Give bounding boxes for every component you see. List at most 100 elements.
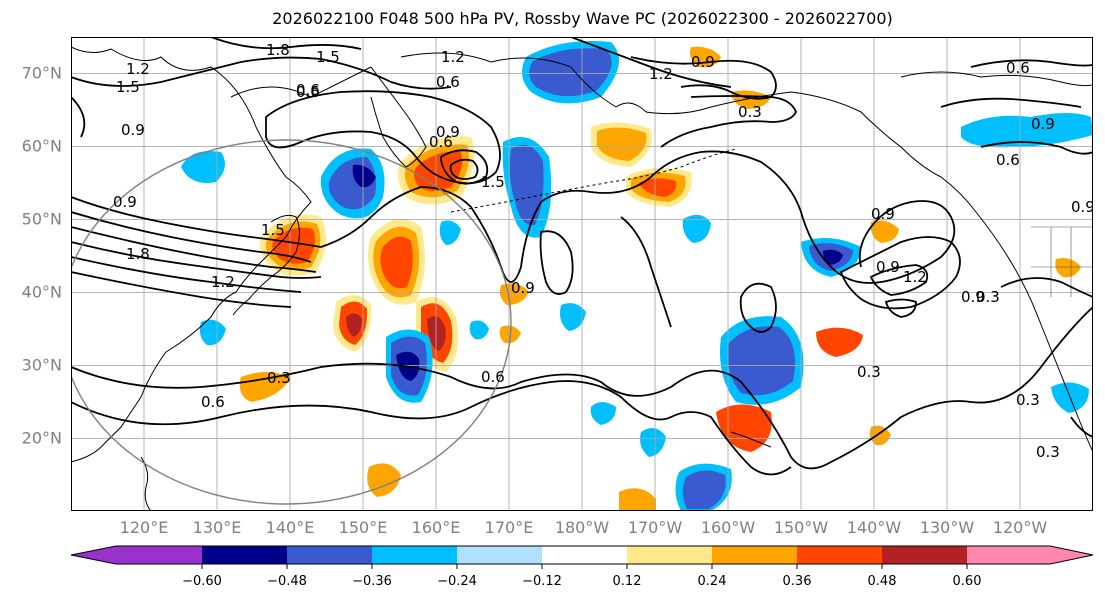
colorbar-tick-label: −0.24: [437, 574, 477, 589]
contour-label: 1.2: [649, 65, 673, 83]
contour-label: 0.9: [511, 279, 535, 297]
contour-label: 0.9: [876, 258, 900, 276]
contour-line: [839, 236, 961, 310]
anomaly-negative: [199, 319, 226, 346]
contour-label: 0.6: [436, 73, 460, 91]
anomaly-positive: [816, 327, 863, 357]
lon-label-170w: 170°W: [627, 518, 683, 537]
lon-label-140w: 140°W: [846, 518, 902, 537]
contour-label: 1.2: [441, 48, 465, 66]
contour-label: 0.9: [113, 193, 137, 211]
colorbar-bin: [542, 546, 627, 564]
coastline-japan: [232, 214, 300, 316]
coastline-canada-arctic: [900, 71, 1093, 87]
lon-label-150e: 150°E: [338, 518, 388, 537]
colorbar-bin: [797, 546, 882, 564]
map-canvas: 1.2 1.5 1.8 1.2 1.5 0.6 0.9 0.6 1.2 0.9 …: [71, 37, 1093, 511]
anomaly-negative: [682, 470, 726, 509]
anomaly-positive: [597, 127, 647, 161]
coastline-north-america-west: [975, 211, 1093, 453]
colorbar-tick-label: −0.36: [352, 574, 392, 589]
contour-label: 1.2: [211, 273, 235, 291]
contour-line: [539, 230, 574, 295]
contour-label: 0.9: [871, 205, 895, 223]
colorbar-under-triangle: [71, 546, 116, 564]
contour-line: [440, 149, 489, 185]
contour-label: 0.9: [1031, 115, 1055, 133]
anomaly-negative: [439, 220, 461, 245]
colorbar-tick-label: −0.12: [522, 574, 562, 589]
lon-label-150w: 150°W: [773, 518, 829, 537]
anomaly-positive: [869, 425, 891, 446]
contour-line: [71, 380, 792, 476]
colorbar-tick-label: 0.48: [867, 574, 897, 589]
contour-line: [71, 150, 956, 284]
pv-contours: [71, 37, 1093, 476]
lon-label-180w: 180°W: [554, 518, 610, 537]
colorbar-tick-label: 0.24: [697, 574, 727, 589]
anomaly-positive: [346, 313, 362, 337]
contour-line: [71, 211, 312, 263]
colorbar-bin: [457, 546, 542, 564]
contour-line: [970, 59, 1093, 68]
anomaly-positive: [870, 220, 899, 243]
anomaly-positive: [1055, 258, 1081, 278]
lon-label-120w: 120°W: [992, 518, 1048, 537]
contour-label: 0.3: [267, 369, 291, 387]
contour-line: [1000, 277, 1093, 298]
anomaly-positive: [639, 178, 677, 197]
contour-line: [869, 264, 929, 296]
lat-label-30n: 30°N: [21, 355, 62, 375]
contour-line: [71, 226, 317, 273]
contour-label: 0.9: [121, 121, 145, 139]
contour-line: [980, 141, 1093, 155]
colorbar-bin: [882, 546, 967, 564]
colorbar-bin: [372, 546, 457, 564]
contour-line: [1070, 416, 1093, 438]
anomaly-positive: [716, 404, 772, 452]
anomaly-negative: [560, 303, 586, 331]
anomaly-negative: [509, 145, 544, 226]
colorbar-over-triangle: [1050, 546, 1093, 564]
contour-label: 0.6: [429, 133, 453, 151]
lat-label-60n: 60°N: [21, 136, 62, 156]
contour-line: [71, 241, 322, 279]
contour-line: [449, 158, 479, 180]
colorbar-bin: [627, 546, 712, 564]
lon-label-140e: 140°E: [265, 518, 315, 537]
colorbar-ticks: [201, 564, 968, 569]
contour-label: 1.2: [903, 268, 927, 286]
colorbar-tick-label: 0.12: [612, 574, 642, 589]
anomaly-negative: [590, 402, 616, 425]
contour-line: [884, 298, 917, 318]
contour-label: 0.6: [296, 81, 320, 99]
anomaly-negative: [823, 249, 843, 265]
contour-label: 0.3: [857, 363, 881, 381]
coastline-aleutians: [450, 148, 737, 213]
coastline-alaska: [645, 91, 977, 213]
contour-label: 1.5: [116, 78, 140, 96]
contour-label: 0.3: [738, 103, 762, 121]
lon-label-170e: 170°E: [484, 518, 534, 537]
contour-labels: 1.2 1.5 1.8 1.2 1.5 0.6 0.9 0.6 1.2 0.9 …: [113, 41, 1093, 461]
influence-circle: [71, 139, 512, 505]
anomaly-positive: [239, 372, 291, 402]
contour-label: 0.3: [976, 288, 1000, 306]
anomaly-positive: [380, 236, 413, 289]
anomaly-negative: [682, 214, 711, 243]
contour-line: [660, 95, 797, 148]
contour-line: [71, 256, 302, 293]
lon-label-160w: 160°W: [700, 518, 756, 537]
graticule: [71, 37, 1093, 511]
anomaly-negative: [640, 428, 666, 457]
lon-label-130e: 130°E: [192, 518, 242, 537]
anomaly-negative: [469, 320, 489, 340]
colorbar-tick-label: −0.48: [267, 574, 307, 589]
lon-label-160e: 160°E: [411, 518, 461, 537]
lat-label-70n: 70°N: [21, 63, 62, 83]
anomaly-negative: [727, 326, 796, 396]
anomaly-negative: [961, 113, 1093, 148]
anomaly-negative: [352, 164, 376, 188]
contour-line: [71, 56, 452, 90]
contour-label: 0.6: [296, 83, 320, 101]
